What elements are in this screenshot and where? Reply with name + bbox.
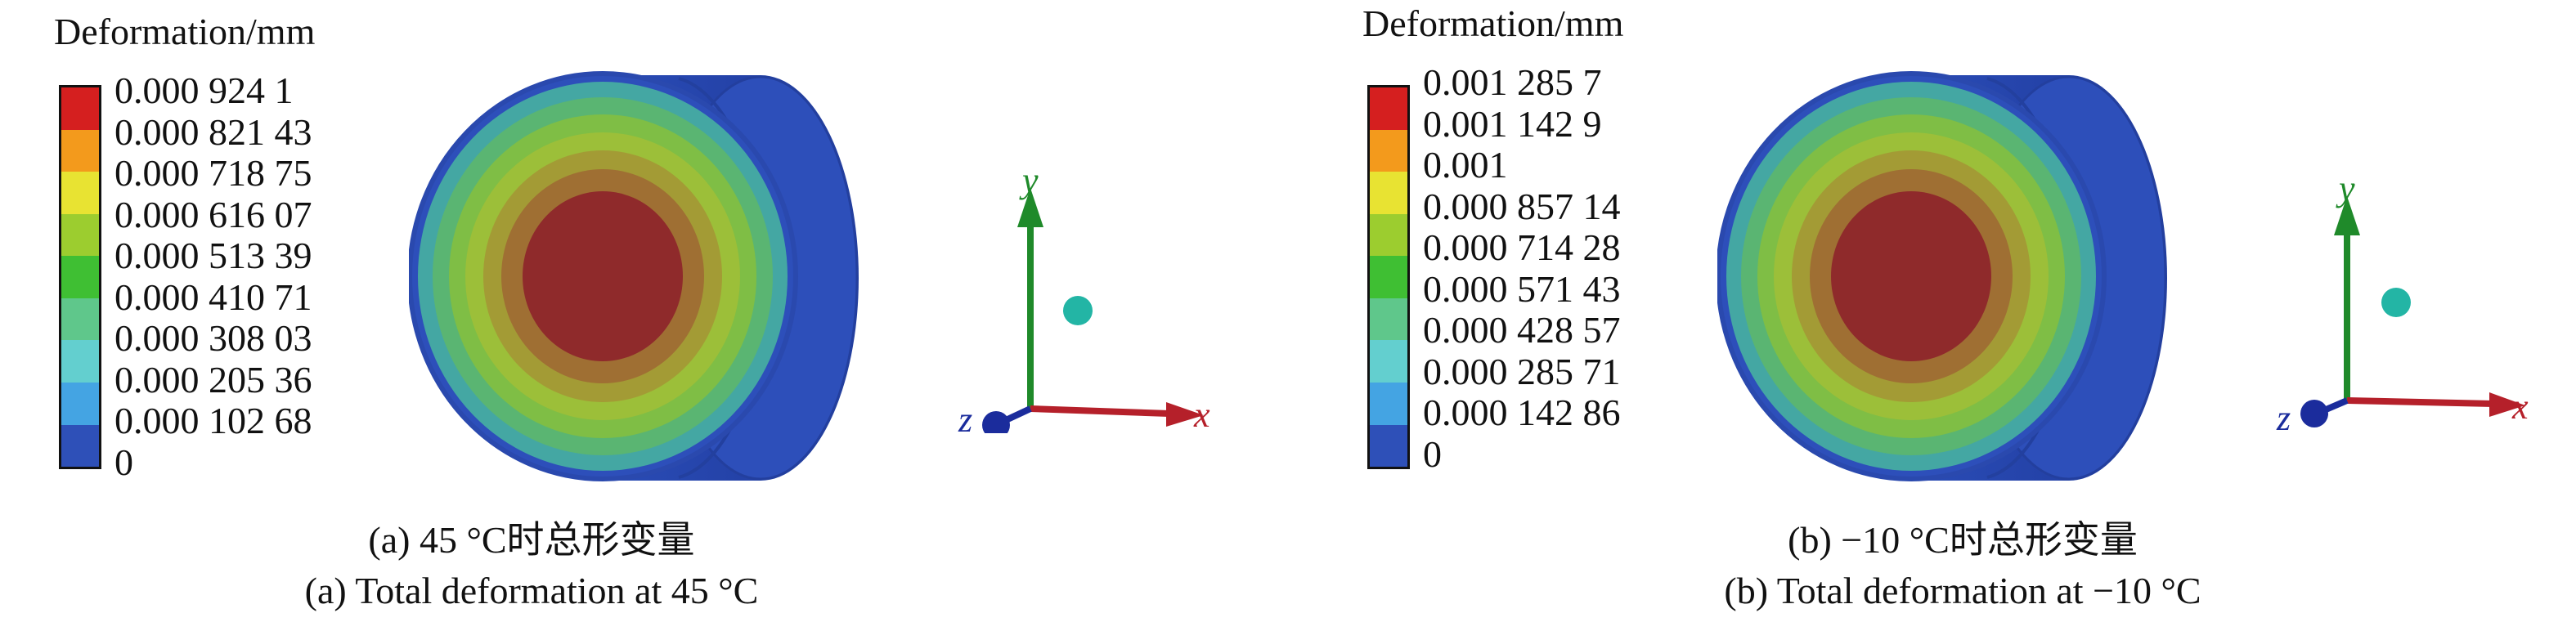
z-axis-label: z (958, 400, 972, 433)
color-swatch (1370, 172, 1407, 214)
y-axis-arrow (2334, 196, 2360, 235)
legend-label: 0.000 410 71 (114, 275, 312, 318)
y-axis-label: y (2336, 172, 2355, 208)
legend-unit-title: Deformation/mm (1362, 2, 1624, 44)
caption-english: (b) Total deformation at −10 °C (1724, 570, 2201, 611)
color-swatch (1370, 340, 1407, 383)
axis-triad: y x z (2276, 172, 2529, 438)
color-swatch (1370, 213, 1407, 257)
color-scale-bar (1367, 85, 1410, 469)
color-swatch (61, 213, 99, 257)
legend-label: 0.000 616 07 (114, 193, 312, 235)
origin-sphere (1063, 296, 1093, 325)
legend-label: 0.000 857 14 (1423, 185, 1621, 227)
y-axis-arrow (1017, 188, 1043, 227)
deformation-cylinder-model (1717, 71, 2167, 481)
z-axis-sphere (982, 411, 1010, 433)
color-swatch (61, 340, 99, 383)
panel-a: Deformation/mm 0.000 924 1 0.000 821 43 … (0, 11, 1210, 616)
legend-label: 0.000 513 39 (114, 235, 312, 276)
legend-label: 0.000 102 68 (114, 400, 312, 441)
caption-english: (a) Total deformation at 45 °C (304, 570, 759, 611)
caption: (a) 45 °C时总形变量 (a) Total deformation at … (0, 515, 1063, 616)
color-swatch (1370, 424, 1407, 468)
color-swatch (1370, 87, 1407, 130)
origin-sphere (2381, 288, 2411, 317)
legend-label: 0.000 718 75 (114, 152, 312, 194)
legend-label: 0.000 142 86 (1423, 392, 1621, 433)
color-scale-bar (59, 85, 101, 469)
y-axis-label: y (1019, 163, 1039, 200)
legend-label: 0.000 428 57 (1423, 309, 1621, 351)
legend-labels: 0.000 924 1 0.000 821 43 0.000 718 75 0.… (114, 69, 312, 483)
z-axis-label: z (2276, 398, 2291, 438)
color-swatch (61, 129, 99, 172)
color-swatch (61, 424, 99, 468)
x-axis-arrow (1166, 402, 1204, 427)
x-axis-label: x (2511, 387, 2529, 427)
legend-label: 0.000 821 43 (114, 110, 312, 153)
legend-label: 0.000 308 03 (114, 317, 312, 359)
x-axis-line (1030, 405, 1170, 417)
color-swatch (1370, 256, 1407, 298)
legend-label: 0.000 205 36 (114, 358, 312, 401)
deformation-cylinder-model (409, 71, 859, 481)
panel-b: Deformation/mm 0.001 285 7 0.001 142 9 0… (1349, 0, 2576, 631)
color-swatch (61, 256, 99, 298)
axis-triad: y x z (958, 163, 1210, 433)
legend-labels: 0.001 285 7 0.001 142 9 0.001 0.000 857 … (1423, 61, 1621, 475)
legend-label: 0.000 285 71 (1423, 350, 1621, 392)
color-swatch (61, 298, 99, 341)
z-axis-sphere (2300, 400, 2328, 427)
caption: (b) −10 °C时总形变量 (b) Total deformation at… (1472, 515, 2453, 616)
legend-label: 0.001 (1423, 144, 1508, 186)
legend-label: 0.000 714 28 (1423, 226, 1621, 268)
caption-chinese: (a) 45 °C时总形变量 (368, 519, 695, 561)
legend-label: 0.000 924 1 (114, 69, 294, 111)
x-axis-arrow (2489, 392, 2525, 417)
color-swatch (1370, 382, 1407, 425)
color-swatch (61, 382, 99, 425)
legend-label: 0.001 285 7 (1423, 61, 1602, 103)
legend-label: 0 (114, 441, 133, 483)
x-axis-line (2346, 397, 2495, 407)
color-swatch (1370, 129, 1407, 172)
caption-chinese: (b) −10 °C时总形变量 (1788, 519, 2138, 561)
z-axis-line (2322, 397, 2349, 414)
legend-label: 0.000 571 43 (1423, 267, 1621, 310)
z-axis-line (1004, 405, 1032, 423)
x-axis-label: x (1193, 395, 1210, 433)
legend-unit-title: Deformation/mm (54, 11, 316, 52)
color-swatch (1370, 298, 1407, 341)
color-swatch (61, 172, 99, 214)
color-swatch (61, 87, 99, 130)
legend-label: 0.001 142 9 (1423, 102, 1602, 145)
legend-label: 0 (1423, 432, 1442, 475)
